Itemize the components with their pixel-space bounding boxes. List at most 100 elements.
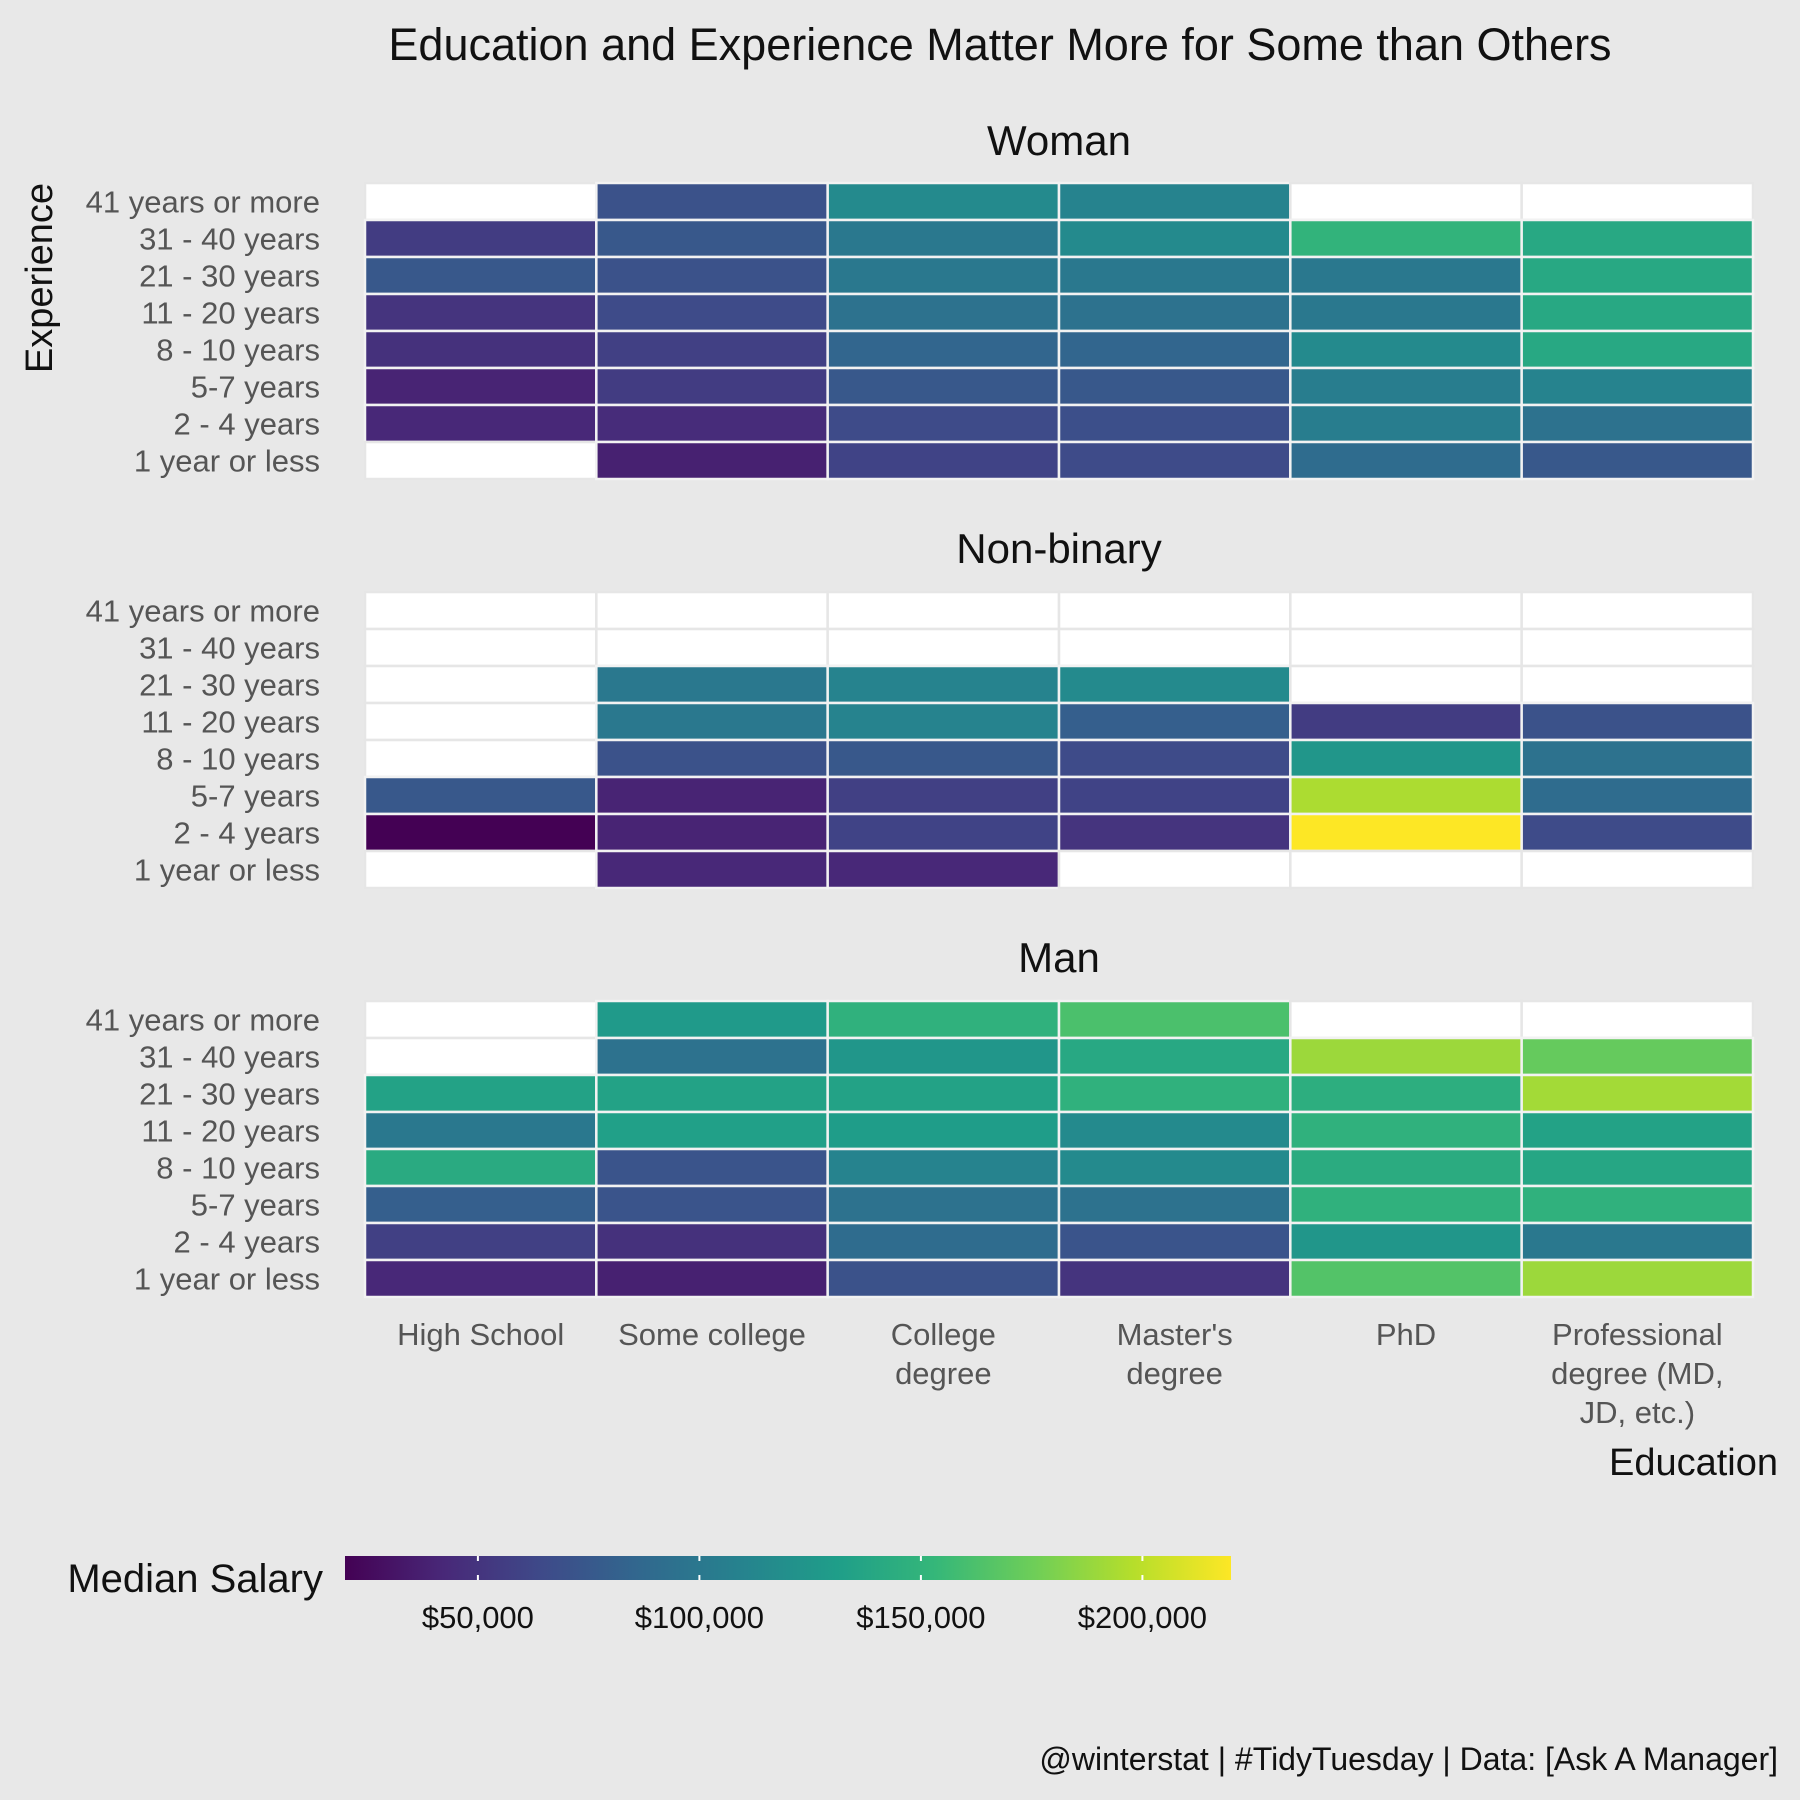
y-tick-label: 8 - 10 years [156, 333, 320, 368]
y-tick-label: 31 - 40 years [139, 1040, 320, 1075]
heatmap-cell [826, 999, 1061, 1040]
x-axis-title: Education [1609, 1442, 1778, 1484]
heatmap-cell [1520, 1147, 1755, 1188]
legend-tick-label: $50,000 [422, 1600, 534, 1635]
heatmap-cell [595, 1073, 829, 1114]
heatmap-cell [1520, 664, 1755, 705]
heatmap-cell [1520, 1184, 1755, 1225]
y-tick-label: 41 years or more [86, 1003, 320, 1038]
heatmap-cell [363, 1184, 598, 1225]
heatmap-cell [1289, 218, 1523, 259]
heatmap-cell [363, 849, 598, 890]
heatmap-cell [1289, 627, 1523, 668]
heatmap-cell [1057, 1110, 1292, 1151]
heatmap-cell [1520, 403, 1755, 444]
heatmap-cell [595, 1221, 829, 1262]
heatmap-cell [826, 664, 1061, 705]
heatmap-cell [595, 181, 829, 222]
heatmap-cell [363, 701, 598, 742]
heatmap-cell [826, 812, 1061, 853]
heatmap-cell [1289, 255, 1523, 296]
heatmap-cell [1057, 812, 1292, 853]
heatmap-cell [1520, 738, 1755, 779]
heatmap-cell [1057, 1036, 1292, 1077]
heatmap-cell [595, 329, 829, 370]
heatmap-cell [595, 1147, 829, 1188]
heatmap-cell [1289, 999, 1523, 1040]
y-tick-label: 2 - 4 years [174, 407, 320, 442]
heatmap-cell [363, 255, 598, 296]
heatmap-cell [1289, 366, 1523, 407]
heatmap-cell [1289, 1258, 1523, 1299]
heatmap-cell [595, 1184, 829, 1225]
heatmap-cell [363, 1147, 598, 1188]
heatmap-cell [1520, 775, 1755, 816]
heatmap-cell [1289, 738, 1523, 779]
heatmap-cell [595, 440, 829, 481]
y-tick-label: 8 - 10 years [156, 742, 320, 777]
y-tick-label: 21 - 30 years [139, 668, 320, 703]
heatmap-cell [1289, 664, 1523, 705]
heatmap-cell [1057, 701, 1292, 742]
heatmap-cell [1520, 1073, 1755, 1114]
heatmap-cell [1520, 999, 1755, 1040]
heatmap-cell [826, 849, 1061, 890]
heatmap-cell [826, 440, 1061, 481]
heatmap-cell [826, 1147, 1061, 1188]
heatmap-cell [1057, 1184, 1292, 1225]
heatmap-cell [595, 627, 829, 668]
heatmap-cell [363, 590, 598, 631]
legend-title: Median Salary [67, 1557, 323, 1601]
heatmap-cell [363, 1221, 598, 1262]
heatmap-cell [363, 366, 598, 407]
heatmap-cell [1520, 181, 1755, 222]
heatmap-cell [363, 812, 598, 853]
heatmap-cell [595, 403, 829, 444]
heatmap-cell [1520, 1036, 1755, 1077]
heatmap-cell [595, 366, 829, 407]
heatmap-cell [1289, 1110, 1523, 1151]
y-tick-label: 5-7 years [191, 370, 320, 405]
heatmap-cell [1289, 1221, 1523, 1262]
heatmap-cell [595, 1110, 829, 1151]
heatmap-cell [363, 218, 598, 259]
heatmap-cell [1520, 812, 1755, 853]
heatmap-cell [1289, 181, 1523, 222]
heatmap-cell [595, 292, 829, 333]
y-tick-label: 41 years or more [86, 185, 320, 220]
heatmap-cell [1520, 329, 1755, 370]
x-axis-ticks: High School Some college College degree Mast… [397, 1317, 1723, 1430]
heatmap-cell [826, 255, 1061, 296]
heatmap-cell [1520, 701, 1755, 742]
heatmap-cell [363, 1258, 598, 1299]
heatmap-cell [363, 403, 598, 444]
heatmap-cell [1057, 590, 1292, 631]
heatmap-cell [826, 1110, 1061, 1151]
heatmap-cell [1520, 255, 1755, 296]
heatmap-cell [1520, 1221, 1755, 1262]
x-tick-label: Master's degree [1117, 1317, 1233, 1391]
heatmap-cell [363, 329, 598, 370]
heatmap-cell [1057, 403, 1292, 444]
heatmap-cell [1057, 181, 1292, 222]
heatmap-cell [826, 181, 1061, 222]
y-tick-label: 11 - 20 years [141, 296, 320, 331]
heatmap-cell [1289, 1147, 1523, 1188]
heatmap-cell [826, 1258, 1061, 1299]
y-tick-label: 2 - 4 years [174, 816, 320, 851]
y-tick-label: 21 - 30 years [139, 259, 320, 294]
y-tick-label: 11 - 20 years [141, 1114, 320, 1149]
heatmap-cell [826, 329, 1061, 370]
legend-colorbar [345, 1556, 1231, 1580]
y-axis-title: Experience [19, 183, 61, 373]
legend-tick-label: $150,000 [856, 1600, 985, 1635]
heatmap-cell [1520, 1110, 1755, 1151]
heatmap-cell [1057, 1147, 1292, 1188]
heatmap-cell [595, 738, 829, 779]
heatmap-cell [1057, 1073, 1292, 1114]
heatmap-cell [826, 1221, 1061, 1262]
heatmap-cell [595, 701, 829, 742]
